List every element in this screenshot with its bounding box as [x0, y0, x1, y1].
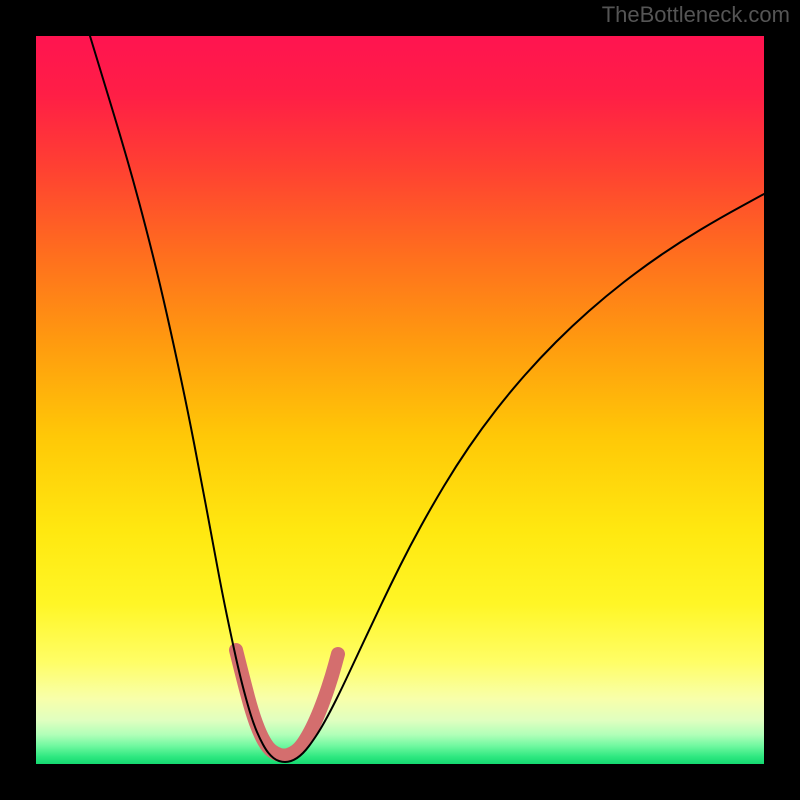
- watermark-text: TheBottleneck.com: [602, 2, 790, 28]
- plot-background: [36, 36, 764, 764]
- chart-svg: [0, 0, 800, 800]
- chart-container: TheBottleneck.com: [0, 0, 800, 800]
